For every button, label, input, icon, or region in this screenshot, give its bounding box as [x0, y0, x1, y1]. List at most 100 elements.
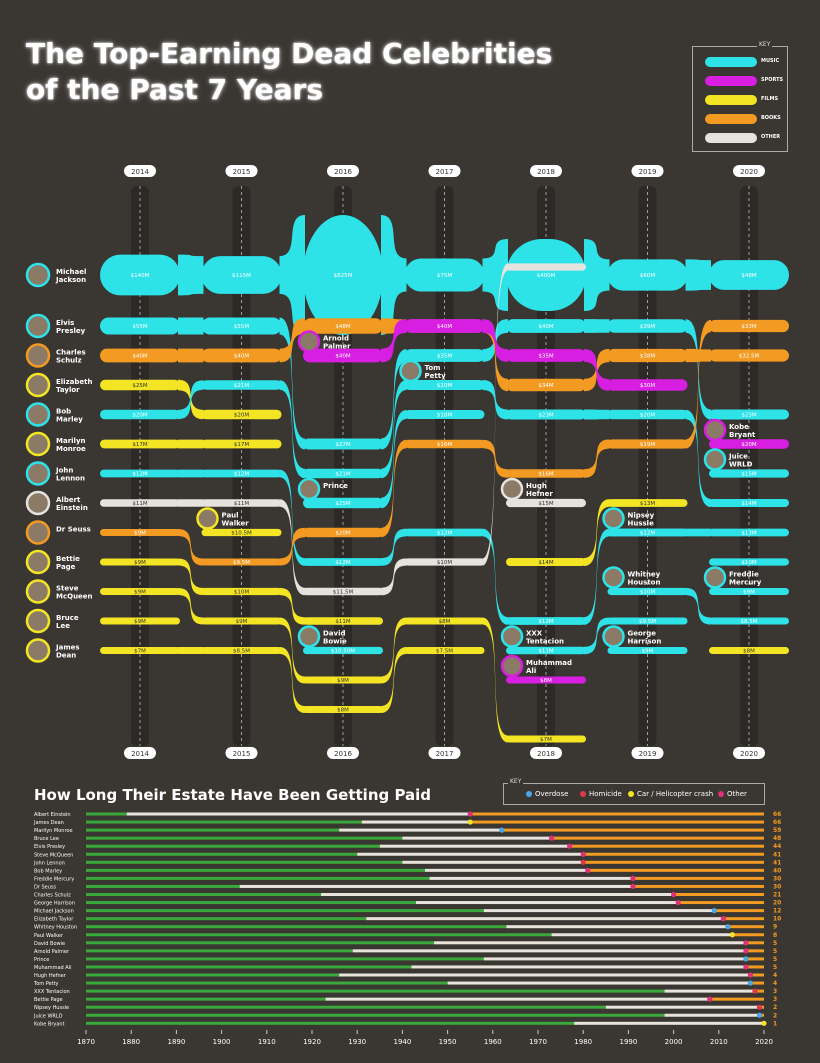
row-name: James Dean	[33, 820, 64, 826]
segment	[506, 378, 586, 392]
connector	[381, 349, 407, 450]
value-label: $9.5M	[639, 619, 656, 625]
life-bar	[239, 884, 633, 888]
x-tick-label: 1900	[213, 1038, 231, 1046]
row-name: Hugh Hefner	[34, 973, 67, 979]
connector	[279, 587, 305, 625]
entry-label-line1: Nipsey	[628, 512, 655, 520]
series-marilyn-monroe: $17M $17M $14M $13M	[100, 439, 688, 567]
connector	[178, 380, 204, 420]
x-tick-label: 1940	[393, 1038, 411, 1046]
segment	[303, 617, 383, 625]
life-bar	[339, 973, 751, 977]
entry-label-line1: Muhammad	[526, 659, 572, 667]
left-label-line1: Elizabeth	[56, 378, 92, 386]
estate-bar	[745, 949, 764, 953]
series-nipsey-hussle: $12M	[607, 528, 688, 537]
estate-bar	[583, 852, 764, 856]
entry-label-line1: XXX	[526, 630, 543, 638]
year-label-2014: 2014	[131, 168, 149, 176]
connector	[584, 319, 610, 333]
left-label-line1: Albert	[56, 496, 81, 504]
value-label: $16M	[538, 472, 553, 478]
connector	[482, 439, 508, 478]
left-label-line2: Schulz	[56, 357, 82, 365]
value-label: $8.5M	[233, 649, 250, 655]
estate-bar	[723, 917, 764, 921]
timeline-row: Kobe Bryant 1	[34, 1020, 777, 1027]
connector	[381, 647, 407, 713]
year-label-2020: 2020	[740, 750, 758, 758]
value-label: $60M	[640, 273, 655, 279]
value-label: $115M	[232, 273, 251, 279]
connector	[685, 259, 711, 291]
life-bar	[434, 941, 746, 945]
value-label: $11M	[234, 501, 249, 507]
series-freddie-mercury: $9M	[709, 588, 789, 596]
value-label: $10M	[437, 560, 452, 566]
years-paid: 4	[773, 972, 777, 979]
key-item-other: OTHER	[705, 133, 785, 143]
year-pill	[327, 747, 359, 759]
death-marker	[580, 851, 586, 857]
value-label: $7.5M	[436, 649, 453, 655]
value-label: $15M	[741, 472, 756, 478]
key-label-music: MUSIC	[761, 58, 780, 64]
entry-label-line1: Freddie	[729, 571, 759, 579]
segment	[506, 239, 586, 311]
value-label: $9M	[642, 649, 654, 655]
connector	[381, 617, 407, 684]
timeline-row: Arnold Palmer 5	[34, 948, 777, 955]
segment	[607, 528, 688, 537]
entry-avatar-6	[500, 625, 524, 648]
segment	[404, 647, 485, 654]
year-label-2019: 2019	[639, 750, 657, 758]
left-label-line1: Bruce	[56, 614, 79, 622]
year-label-2015: 2015	[233, 168, 251, 176]
connector	[178, 348, 204, 363]
cause-key-overdose: Overdose	[526, 790, 568, 798]
segment	[404, 558, 485, 566]
segment	[100, 409, 180, 420]
estate-bar	[745, 941, 764, 945]
segment	[404, 439, 485, 449]
segment	[506, 676, 586, 684]
row-name: Juice WRLD	[33, 1013, 63, 1019]
timeline-row: Albert Einstein 66	[34, 811, 781, 818]
connector	[685, 587, 711, 625]
timeline-row: James Dean 66	[33, 819, 781, 826]
value-label: $20M	[234, 413, 249, 419]
left-label-line1: Charles	[56, 349, 86, 357]
entry-avatar-1	[297, 330, 321, 353]
segment	[201, 409, 282, 420]
pre-birth-bar	[86, 965, 412, 969]
entry-label-line2: Bowie	[323, 638, 347, 646]
connector	[584, 239, 610, 311]
estate-bar	[745, 957, 764, 961]
value-label: $11.5M	[333, 590, 354, 596]
value-label: $48M	[335, 324, 350, 330]
key-label-films: FILMS	[761, 96, 779, 102]
years-paid: 5	[773, 964, 777, 971]
row-name: Elizabeth Taylor	[34, 917, 74, 923]
year-pill	[733, 747, 765, 759]
row-name: Marilyn Monroe	[34, 828, 73, 834]
years-paid: 40	[773, 867, 781, 874]
life-bar	[664, 1013, 760, 1017]
connector	[381, 528, 407, 566]
segment	[303, 558, 383, 566]
segment	[201, 499, 282, 507]
entry-avatar-4	[399, 359, 422, 383]
x-tick-label: 2000	[665, 1038, 683, 1046]
entry-label-line2: Houston	[628, 579, 661, 587]
value-label: $11M	[538, 649, 553, 655]
row-name: George Harrison	[34, 901, 75, 907]
years-paid: 20	[773, 900, 781, 907]
avatar-5	[25, 431, 51, 457]
x-tick-label: 1980	[574, 1038, 592, 1046]
avatar-7	[25, 490, 51, 516]
estate-bar	[727, 925, 764, 929]
left-label-line1: Bettie	[56, 555, 80, 563]
value-label: $8M	[337, 708, 349, 714]
cause-label-overdose: Overdose	[535, 790, 569, 798]
